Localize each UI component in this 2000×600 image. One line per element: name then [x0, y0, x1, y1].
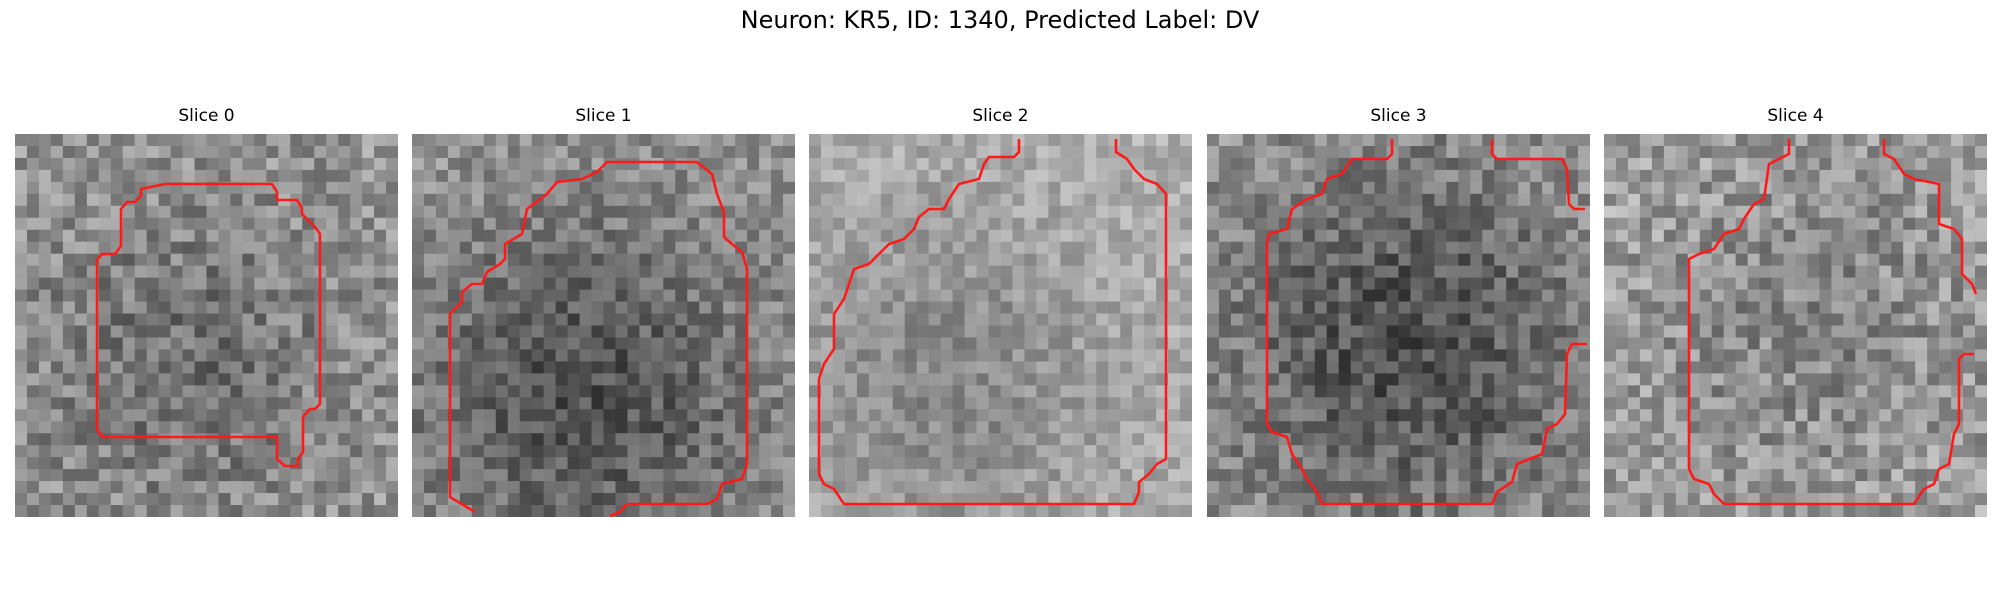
figure-title: Neuron: KR5, ID: 1340, Predicted Label: …	[740, 6, 1260, 34]
segmentation-contour	[1882, 139, 1978, 295]
slice-image-1	[412, 134, 795, 517]
segmentation-contour	[1687, 139, 1974, 506]
grayscale-texture	[1604, 134, 1987, 517]
slice-title-4: Slice 4	[1767, 106, 1824, 126]
slice-title-0: Slice 0	[178, 106, 235, 126]
segmentation-contour	[95, 182, 322, 468]
segmentation-contour	[1265, 139, 1587, 506]
segmentation-contour	[1490, 139, 1585, 211]
slice-image-0	[15, 134, 398, 517]
segmentation-contour	[448, 160, 749, 517]
grayscale-texture	[412, 134, 795, 517]
grayscale-texture	[15, 134, 398, 517]
grayscale-texture	[1207, 134, 1590, 517]
grayscale-texture	[809, 134, 1192, 517]
segmentation-contour	[817, 139, 1168, 506]
slice-image-4	[1604, 134, 1987, 517]
slice-title-2: Slice 2	[972, 106, 1029, 126]
slice-image-2	[809, 134, 1192, 517]
slice-title-1: Slice 1	[575, 106, 632, 126]
slice-image-3	[1207, 134, 1590, 517]
slice-title-3: Slice 3	[1370, 106, 1427, 126]
